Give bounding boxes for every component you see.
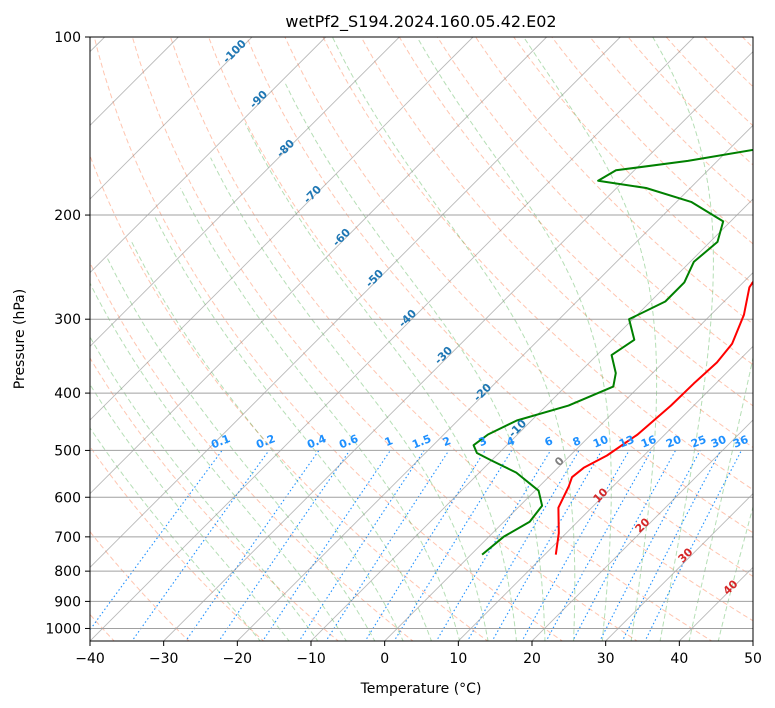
moist-adiabat [210,157,489,641]
x-tick-label: −10 [296,651,326,667]
dewpoint-profile [472,148,753,556]
dry-adiabat [169,37,713,641]
plot-frame [89,36,754,642]
dry-adiabat [93,37,564,641]
y-tick-label: 900 [54,594,81,610]
isotherm-line [90,37,695,641]
y-tick-label: 600 [54,490,81,506]
mixing-ratio-line [185,450,320,641]
moist-adiabat [130,239,404,641]
x-tick-label: 40 [670,651,688,667]
dry-adiabat [131,37,638,641]
dry-adiabat [246,37,753,577]
isotherm-line [384,272,753,641]
mixing-ratio-label: 13 [617,433,636,451]
moist-adiabat [688,355,753,641]
x-tick-label: 10 [449,651,467,667]
mixing-ratio-line [262,450,391,641]
dry-adiabat [90,530,190,641]
x-tick-label: 20 [523,651,541,667]
moist-adiabat [153,214,432,641]
y-tick-label: 400 [54,386,81,402]
mixing-ratio-label: 30 [709,433,728,451]
mixing-ratio-label: 8 [571,434,583,449]
mixing-ratio-label: 10 [591,433,610,451]
isotherm-line [237,124,753,641]
moist-adiabat [652,37,714,641]
mixing-ratio-line [131,450,270,641]
mixing-ratio-label: 16 [639,433,658,451]
moist-adiabat [90,336,319,641]
isotherm-line [310,198,753,641]
isotherm-line [90,37,547,495]
isotherm-line [90,37,253,200]
y-tick-label: 1000 [45,621,81,637]
y-tick-label: 700 [54,530,81,546]
mixing-ratio-label: 2 [441,434,453,449]
isotherm-line [90,37,326,274]
y-tick-label: 300 [54,312,81,328]
x-tick-label: −30 [149,651,179,667]
mixing-ratio-label: 36 [731,433,750,451]
y-tick-label: 200 [54,208,81,224]
y-axis-label: Pressure (hPa) [12,289,28,389]
mixing-ratio-label: 20 [664,433,683,451]
moist-adiabat [180,187,461,641]
dry-adiabat [90,261,414,641]
moist-adiabat [331,37,576,641]
y-tick-label: 500 [54,443,81,459]
moist-adiabat [717,505,753,641]
isotherm-line [605,493,753,641]
dry-adiabat [436,37,753,366]
isotherm-line [90,37,474,421]
mixing-ratio-line [90,450,223,631]
grid-layer [90,37,753,641]
mixing-ratio-line [599,450,701,641]
dry-adiabat [398,37,753,407]
mixing-ratio-line [572,450,676,641]
isotherm-line [90,37,621,568]
x-tick-label: 50 [744,651,762,667]
moist-adiabat [90,282,347,641]
mixing-ratio-label: 3 [477,434,489,449]
temperature-profile [554,280,753,555]
mixing-ratio-line [325,450,450,641]
mixing-ratio-label: 1 [383,434,395,449]
isotherm-line [458,345,753,641]
chart-title: wetPf2_S194.2024.160.05.42.E02 [285,12,556,32]
moist-adiabat [244,123,518,641]
isotherm-line [163,51,753,641]
x-tick-label: 30 [597,651,615,667]
x-tick-label: 0 [380,651,389,667]
dry-adiabat [90,357,340,641]
moist-adiabat [106,256,376,641]
x-axis-label: Temperature (°C) [360,681,482,697]
x-tick-label: −40 [75,651,105,667]
moist-adiabat [90,426,261,641]
dry-adiabat [284,37,753,534]
mixing-ratio-label: 25 [689,433,708,451]
mixing-ratio-line [218,450,351,641]
y-tick-label: 800 [54,564,81,580]
isotherm-line [531,419,753,641]
data-layer [472,148,753,556]
moist-adiabat [523,37,658,641]
mixing-ratio-line [435,450,552,641]
mixing-ratio-line [521,450,630,641]
mixing-ratio-line [364,450,486,641]
axis-layer: −40 −30 −20 −10 0 10 20 30 40 50 100 200 300 400 500 60… [45,30,762,667]
moist-adiabat [90,383,290,641]
dry-adiabat [322,37,753,491]
mixing-ratio-line [298,450,425,641]
isotherm-line [90,37,400,347]
y-tick-label: 100 [54,30,81,46]
x-tick-label: −20 [223,651,253,667]
dry-adiabat [513,37,753,285]
mixing-ratio-line [545,450,652,641]
moist-adiabat [416,37,612,641]
